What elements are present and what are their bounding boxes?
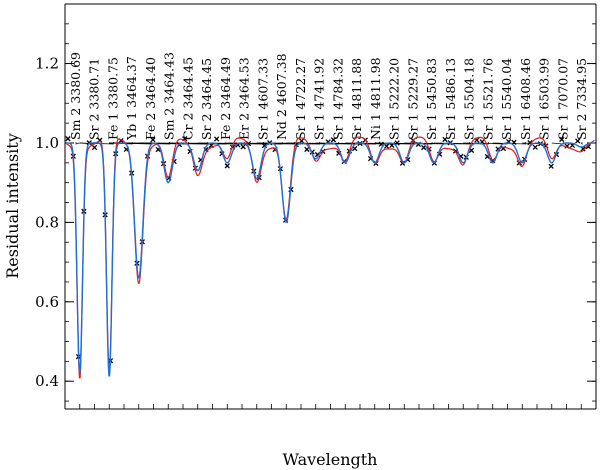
line-id-label: Er 2 3464.53	[237, 57, 252, 140]
line-id-label: Sr 1 4811.88	[349, 58, 364, 140]
y-axis: 0.4 0.6 0.8 1.0 1.2	[35, 55, 596, 390]
observed-point	[442, 136, 448, 143]
observed-point	[65, 136, 71, 142]
line-id-label: Yb 1 3464.37	[124, 56, 139, 141]
line-id-label: Sr 1 5540.04	[499, 58, 514, 140]
observed-point	[394, 140, 400, 146]
red-model-line	[66, 136, 595, 379]
observed-point	[383, 143, 390, 149]
line-id-label: Fe 2 3464.40	[143, 57, 158, 140]
line-id-label: Fe 1 3380.75	[105, 57, 120, 140]
line-id-label: Sr 1 5504.18	[462, 58, 477, 140]
y-tick-label: 1.0	[35, 134, 59, 152]
line-id-label: Sr 1 4784.32	[330, 58, 345, 140]
blue-model-line	[66, 142, 595, 377]
line-id-label: Sm 2 3380.69	[68, 52, 83, 140]
line-id-label: Sr 1 4722.27	[293, 58, 308, 140]
line-id-label: Sr 1 7070.07	[555, 58, 570, 140]
observed-point	[548, 163, 554, 169]
y-tick-label: 0.4	[35, 372, 59, 390]
line-id-label: Sr 1 5486.13	[443, 58, 458, 140]
line-id-leader	[580, 142, 583, 146]
y-tick-label: 0.6	[35, 293, 59, 311]
observed-point	[330, 137, 337, 143]
line-id-label: Sr 1 6503.99	[537, 58, 552, 140]
observed-point	[213, 136, 220, 142]
line-id-label: Ni 1 4811.98	[368, 57, 383, 140]
blue-model-path	[66, 142, 595, 377]
line-id-label: Sr 1 5521.76	[480, 58, 495, 140]
line-id-label: Sm 2 3464.43	[162, 52, 177, 140]
y-tick-label: 1.2	[35, 55, 59, 73]
line-id-label: Nd 2 4607.38	[274, 53, 289, 140]
line-id-label: Sr 1 4607.33	[255, 58, 270, 140]
observed-point	[240, 144, 246, 150]
observed-point	[150, 137, 156, 143]
line-id-label: Cr 2 3464.45	[180, 57, 195, 140]
observed-point	[91, 144, 98, 151]
line-id-label: Sr 1 5229.27	[405, 58, 420, 140]
observed-point	[532, 144, 538, 150]
line-id-label: Sr 2 7334.95	[574, 58, 589, 140]
line-id-label: Sr 2 3380.71	[87, 58, 102, 140]
y-axis-label: Residual intensity	[3, 133, 22, 279]
line-id-label: Sr 1 6408.46	[518, 58, 533, 140]
observed-point	[559, 136, 565, 143]
line-id-leader	[75, 142, 80, 145]
observed-point	[304, 146, 310, 153]
observed-point	[575, 138, 581, 144]
observed-point	[224, 163, 230, 169]
y-tick-label: 0.8	[35, 213, 59, 231]
line-id-leader	[404, 142, 470, 145]
red-model-path	[66, 136, 595, 379]
line-id-labels: Sm 2 3380.69 Sr 2 3380.71 Fe 1 3380.75 Yb 1…	[68, 52, 589, 141]
observed-points	[65, 136, 591, 364]
line-id-label: Sr 1 4741.92	[312, 58, 327, 140]
line-id-label: Sr 1 5222.20	[387, 58, 402, 140]
x-axis-label: Wavelength	[283, 450, 378, 469]
observed-point	[298, 138, 305, 144]
line-id-label: Fe 2 3464.49	[218, 57, 233, 140]
line-id-label: Sr 2 3464.45	[199, 58, 214, 140]
line-id-label: Sr 1 5450.83	[424, 58, 439, 140]
